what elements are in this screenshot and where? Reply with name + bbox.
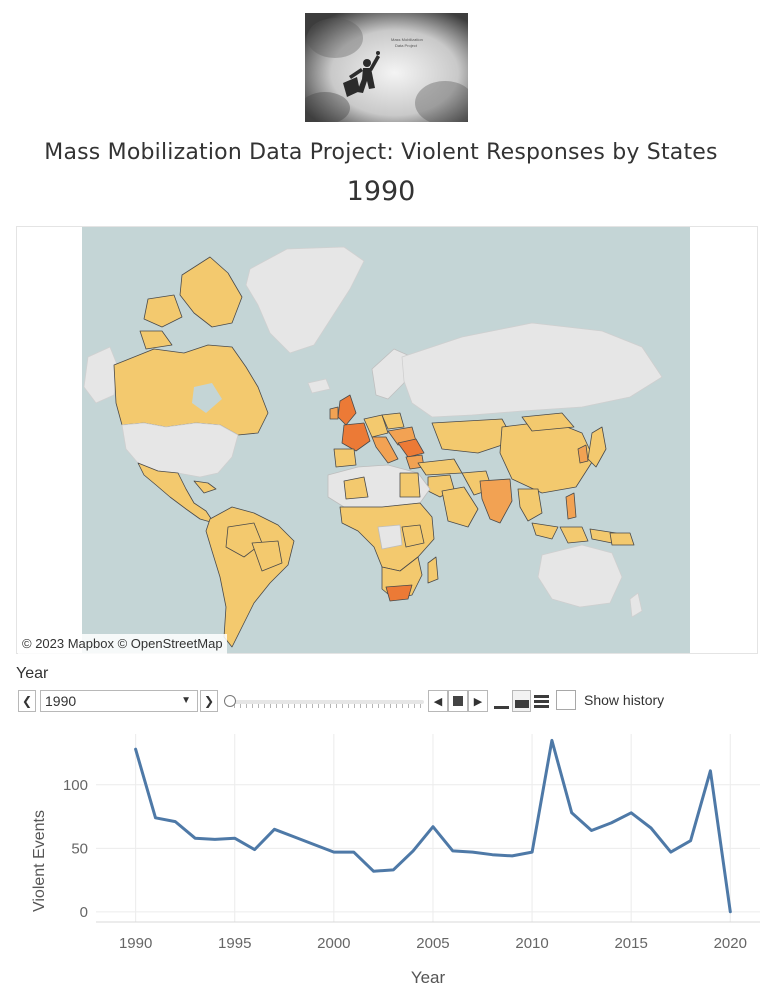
data-point[interactable] (348, 846, 360, 858)
data-point[interactable] (407, 845, 419, 857)
map-region-australia (537, 544, 623, 608)
pause-icon (453, 696, 463, 706)
next-year-button[interactable]: ❯ (200, 690, 218, 712)
caret-down-icon: ▼ (181, 695, 191, 706)
x-tick-label: 2020 (714, 935, 747, 952)
data-point[interactable] (328, 846, 340, 858)
map-region-canada-islands (179, 256, 243, 328)
map-region-south-africa (385, 584, 413, 602)
x-tick-label: 1995 (218, 935, 251, 952)
slider-ticks (234, 704, 422, 708)
x-tick-label: 1990 (119, 935, 152, 952)
y-tick-label: 0 (80, 904, 88, 921)
data-point[interactable] (467, 846, 479, 858)
slider-thumb[interactable] (224, 695, 236, 707)
map-region-canada (113, 344, 269, 436)
data-point[interactable] (605, 817, 617, 829)
slider-track[interactable] (228, 700, 424, 704)
hero-photo: Mass Mobilization Data Project (305, 13, 468, 122)
year-select-value: 1990 (45, 693, 77, 709)
x-tick-label: 2005 (416, 935, 449, 952)
data-point[interactable] (724, 906, 736, 918)
data-point[interactable] (546, 734, 558, 746)
data-point[interactable] (308, 839, 320, 851)
play-forward-icon: ▶ (473, 694, 483, 708)
map-region-usa (121, 422, 239, 478)
data-point[interactable] (704, 765, 716, 777)
series-line[interactable] (134, 738, 732, 914)
data-point[interactable] (130, 743, 142, 755)
year-select[interactable]: 1990 ▼ (40, 690, 198, 712)
data-point[interactable] (486, 849, 498, 861)
data-point[interactable] (367, 865, 379, 877)
x-tick-label: 2015 (614, 935, 647, 952)
data-point[interactable] (586, 825, 598, 837)
speed-fast-button[interactable] (532, 690, 551, 712)
map-attribution[interactable]: © 2023 Mapbox © OpenStreetMap (18, 634, 227, 654)
data-point[interactable] (229, 832, 241, 844)
show-history-label[interactable]: Show history (584, 692, 665, 708)
speed-slow-button[interactable] (492, 690, 511, 712)
data-point[interactable] (169, 816, 181, 828)
svg-text:Mass Mobilization: Mass Mobilization (391, 37, 423, 42)
play-backward-button[interactable]: ◀ (428, 690, 448, 712)
pause-button[interactable] (448, 690, 468, 712)
data-point[interactable] (506, 850, 518, 862)
year-filter-title: Year (16, 665, 49, 682)
data-point[interactable] (665, 846, 677, 858)
chevron-right-icon: ❯ (203, 694, 215, 708)
x-tick-label: 2010 (515, 935, 548, 952)
x-tick-label: 2000 (317, 935, 350, 952)
data-point[interactable] (149, 812, 161, 824)
data-point[interactable] (249, 844, 261, 856)
data-point[interactable] (427, 821, 439, 833)
year-slider[interactable] (224, 694, 424, 708)
x-axis-title: Year (411, 968, 446, 987)
dashboard-title: Mass Mobilization Data Project: Violent … (44, 140, 718, 165)
data-point[interactable] (526, 846, 538, 858)
playback-controls: ◀ ▶ (428, 690, 488, 712)
data-point[interactable] (566, 807, 578, 819)
map-region-uk (337, 394, 357, 426)
prev-year-button[interactable]: ❮ (18, 690, 36, 712)
data-point[interactable] (625, 807, 637, 819)
map-region-japan (587, 426, 607, 468)
data-point[interactable] (447, 845, 459, 857)
svg-text:Data Project: Data Project (395, 43, 418, 48)
world-map[interactable] (82, 227, 690, 653)
map-region-greenland (245, 246, 365, 354)
speed-medium-icon (514, 700, 529, 708)
play-forward-button[interactable]: ▶ (468, 690, 488, 712)
y-axis-title: Violent Events (31, 810, 48, 912)
selected-year-title: 1990 (346, 176, 416, 207)
data-point[interactable] (189, 832, 201, 844)
show-history-checkbox[interactable] (556, 690, 576, 710)
speed-medium-button[interactable] (512, 690, 531, 712)
speed-slow-icon (494, 706, 509, 709)
speed-fast-icon (534, 695, 549, 709)
data-point[interactable] (645, 822, 657, 834)
y-tick-label: 100 (63, 777, 88, 794)
data-point[interactable] (268, 823, 280, 835)
data-point[interactable] (288, 831, 300, 843)
violent-events-chart: 0 50 100 1990 1995 2000 2005 2010 2015 2020 Viole… (31, 734, 760, 987)
y-tick-label: 50 (71, 840, 88, 857)
map-region-russia (401, 322, 663, 418)
map-region-romania (397, 438, 425, 458)
data-point[interactable] (387, 864, 399, 876)
play-backward-icon: ◀ (433, 694, 443, 708)
chevron-left-icon: ❮ (21, 694, 33, 708)
data-point[interactable] (209, 833, 221, 845)
map-region-france (341, 422, 371, 452)
data-point[interactable] (685, 835, 697, 847)
map-region-india (479, 478, 513, 524)
map-region-alaska (83, 346, 119, 404)
